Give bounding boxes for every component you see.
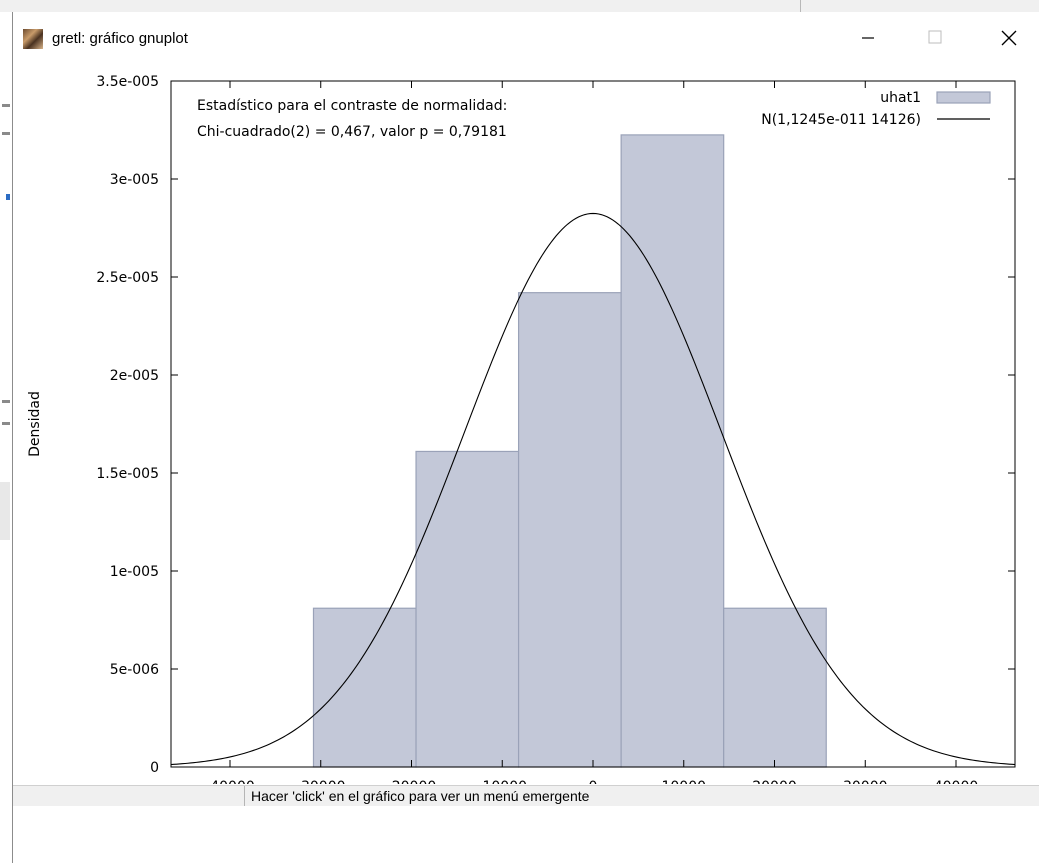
legend-label-normal: N(1,1245e-011 14126) <box>761 112 921 128</box>
maximize-icon <box>928 30 942 44</box>
status-message: Hacer 'click' en el gráfico para ver un … <box>251 788 590 804</box>
x-tick-label: -20000 <box>387 779 437 784</box>
y-tick-label: 5e-006 <box>110 662 159 678</box>
y-tick-label: 1e-005 <box>110 564 159 580</box>
histogram-bar-1 <box>312 607 417 768</box>
background-stripe <box>0 482 10 540</box>
window-title: gretl: gráfico gnuplot <box>52 30 188 47</box>
minimize-icon <box>862 37 874 39</box>
y-tick-label: 3e-005 <box>110 172 159 188</box>
x-tick-label: 20000 <box>752 779 797 784</box>
x-tick-label: -40000 <box>205 779 255 784</box>
background-mark <box>6 194 10 200</box>
background-divider <box>800 0 801 12</box>
status-bar-cell <box>13 786 245 806</box>
gretl-app-icon <box>23 29 43 49</box>
y-tick-label: 0 <box>150 760 159 776</box>
background-window-top <box>0 0 1039 12</box>
plot-canvas[interactable]: -40000 -30000 -20000 -10000 0 10000 20000 30000… <box>13 62 1039 842</box>
background-mark <box>2 400 10 403</box>
histogram-bar-2 <box>415 450 520 768</box>
status-bar: Hacer 'click' en el gráfico para ver un … <box>13 785 1039 806</box>
maximize-button[interactable] <box>911 22 957 52</box>
histogram-bar-3 <box>517 292 622 768</box>
y-tick-label: 2e-005 <box>110 368 159 384</box>
background-mark <box>2 132 10 135</box>
y-axis-label: Densidad <box>27 391 43 457</box>
y-tick-label: 2.5e-005 <box>96 270 159 286</box>
x-tick-label: 40000 <box>934 779 979 784</box>
background-mark <box>2 104 10 107</box>
legend-label-histogram: uhat1 <box>880 90 921 106</box>
y-tick-label: 1.5e-005 <box>96 466 159 482</box>
normality-test-result: Chi-cuadrado(2) = 0,467, valor p = 0,791… <box>197 124 507 140</box>
minimize-button[interactable] <box>844 22 890 52</box>
gnuplot-window: gretl: gráfico gnuplot -40000 -30000 -2000… <box>12 12 1039 863</box>
close-button[interactable] <box>986 22 1032 52</box>
x-tick-label: 0 <box>589 779 598 784</box>
x-tick-label: -10000 <box>477 779 527 784</box>
x-tick-label: 30000 <box>843 779 888 784</box>
title-bar[interactable]: gretl: gráfico gnuplot <box>13 12 1039 62</box>
background-mark <box>2 422 10 425</box>
histogram-bar-5 <box>723 607 827 768</box>
legend-swatch-histogram <box>936 91 991 104</box>
histogram-chart[interactable]: -40000 -30000 -20000 -10000 0 10000 20000 30000… <box>13 62 1039 784</box>
histogram-bar-4 <box>620 134 725 768</box>
close-icon <box>1001 30 1017 46</box>
normal-density-curve <box>170 212 1016 766</box>
x-tick-label: -30000 <box>296 779 346 784</box>
x-tick-label: 10000 <box>661 779 706 784</box>
y-tick-label: 3.5e-005 <box>96 74 159 90</box>
normality-test-title: Estadístico para el contraste de normali… <box>197 98 507 114</box>
